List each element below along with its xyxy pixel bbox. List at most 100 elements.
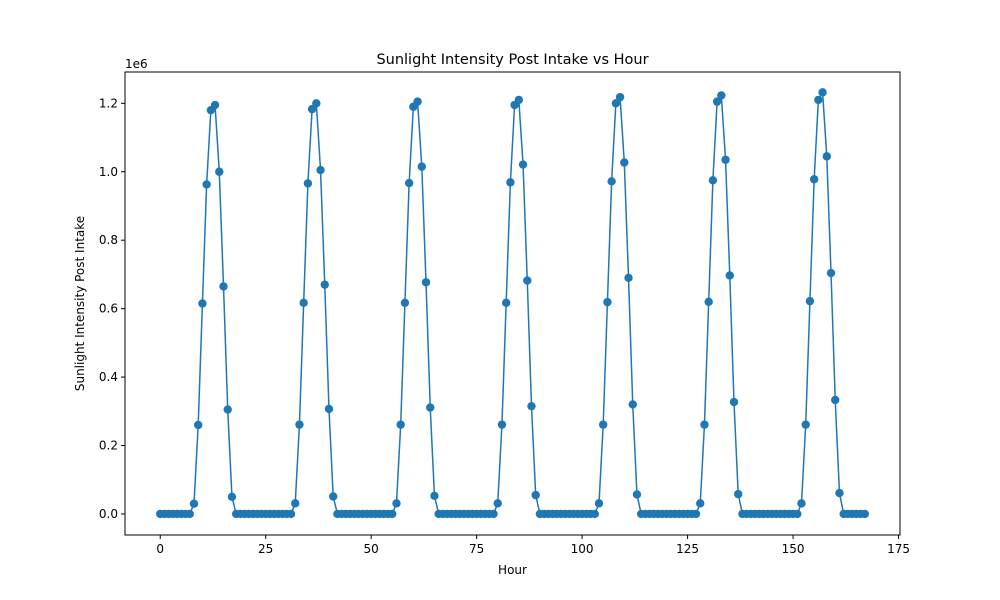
data-point — [185, 509, 194, 519]
y-tick-label: 1.0 — [99, 165, 118, 179]
data-point — [219, 282, 228, 291]
data-point — [801, 420, 810, 429]
data-point — [506, 178, 515, 187]
data-point — [590, 509, 599, 519]
series-markers — [156, 88, 869, 519]
x-tick-label: 125 — [676, 542, 699, 556]
data-point — [607, 177, 616, 186]
data-point — [303, 179, 313, 188]
data-point — [210, 100, 220, 110]
data-point — [729, 397, 739, 407]
data-point — [708, 176, 718, 185]
x-tick-label: 100 — [571, 542, 594, 556]
data-point — [320, 280, 329, 289]
x-tick-label: 0 — [156, 542, 164, 556]
data-point — [223, 405, 232, 414]
x-tick-label: 75 — [469, 542, 484, 556]
data-point — [860, 509, 869, 519]
data-point — [388, 509, 397, 519]
data-point — [611, 99, 621, 108]
data-point — [835, 488, 844, 498]
data-point — [615, 92, 625, 102]
data-point — [215, 167, 224, 176]
data-point — [518, 160, 528, 169]
data-point — [291, 499, 300, 508]
data-point — [704, 297, 713, 306]
data-point — [809, 175, 819, 184]
data-point — [700, 420, 709, 429]
x-tick-label: 175 — [887, 542, 910, 556]
data-point — [404, 178, 414, 188]
data-point — [189, 499, 199, 508]
data-point — [489, 509, 498, 519]
data-point — [527, 401, 536, 411]
data-point — [632, 490, 642, 499]
data-point — [316, 165, 325, 175]
data-point — [831, 395, 840, 405]
y-axis: 0.0 0.2 0.4 0.6 0.8 1.0 1.2 — [99, 96, 125, 521]
y-offset-text: 1e6 — [125, 57, 148, 71]
data-point — [227, 492, 237, 502]
y-tick-label: 0.0 — [99, 507, 118, 521]
data-point — [493, 499, 502, 508]
data-point — [396, 420, 405, 429]
data-point — [725, 271, 734, 280]
data-point — [198, 299, 207, 308]
data-point — [286, 509, 296, 519]
data-point — [696, 499, 705, 508]
data-point — [599, 420, 608, 429]
data-point — [797, 499, 806, 508]
y-tick-label: 0.2 — [99, 439, 118, 453]
data-point — [497, 420, 507, 429]
x-tick-label: 25 — [258, 542, 273, 556]
data-point — [329, 492, 338, 501]
data-point — [307, 104, 317, 114]
data-point — [501, 298, 511, 308]
data-point — [822, 152, 831, 161]
data-point — [624, 273, 633, 283]
y-tick-label: 0.8 — [99, 233, 118, 247]
data-point — [324, 404, 334, 414]
x-axis-label: Hour — [498, 563, 527, 577]
data-point — [734, 489, 743, 499]
y-tick-label: 0.4 — [99, 370, 118, 384]
plot-frame — [124, 71, 901, 536]
data-point — [628, 400, 637, 409]
x-tick-label: 50 — [364, 542, 379, 556]
data-point — [426, 403, 435, 412]
data-point — [400, 298, 410, 308]
data-point — [620, 158, 629, 167]
data-point — [312, 99, 321, 108]
data-point — [417, 162, 426, 171]
data-point — [826, 268, 836, 278]
y-tick-label: 1.2 — [99, 96, 118, 110]
data-point — [717, 91, 726, 100]
data-point — [295, 420, 304, 429]
data-point — [721, 155, 730, 164]
data-point — [194, 420, 203, 430]
x-axis: 0 25 50 75 100 125 150 175 — [156, 535, 910, 556]
data-point — [594, 499, 604, 508]
data-point — [691, 509, 701, 519]
data-point — [531, 490, 540, 500]
data-point — [392, 499, 401, 508]
data-point — [793, 509, 802, 519]
data-point — [421, 278, 431, 287]
data-point — [603, 297, 612, 307]
data-point — [430, 491, 439, 501]
y-tick-label: 0.6 — [99, 302, 118, 316]
data-point — [413, 97, 422, 106]
data-point — [514, 95, 524, 105]
data-point — [818, 88, 827, 97]
data-point — [805, 296, 815, 306]
chart-title: Sunlight Intensity Post Intake vs Hour — [376, 52, 648, 68]
y-axis-label: Sunlight Intensity Post Intake — [73, 216, 87, 391]
data-point — [523, 276, 532, 285]
x-tick-label: 150 — [782, 542, 805, 556]
data-point — [814, 95, 823, 105]
data-point — [299, 298, 308, 308]
data-point — [202, 180, 211, 189]
data-point — [712, 97, 722, 106]
